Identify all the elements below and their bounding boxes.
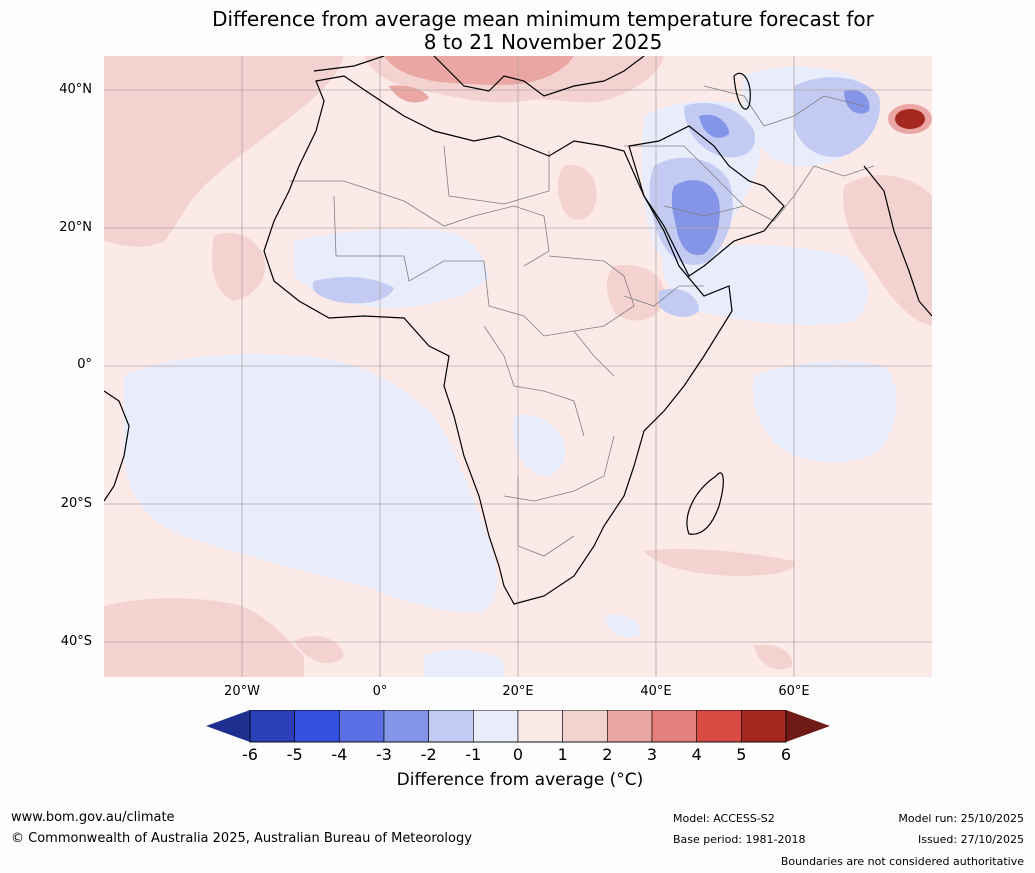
coast-south-america: [104, 390, 130, 502]
colorbar-tick-label: 6: [780, 745, 792, 764]
warm-region-southwest-indian: [644, 549, 795, 576]
warm-region-atlantic-coast: [212, 232, 265, 301]
anomaly-map-svg: [104, 56, 932, 677]
footer-model-run: Model run: 25/10/2025: [898, 812, 1024, 825]
footer-model: Model: ACCESS-S2: [673, 812, 775, 825]
lat-label-20s: 20°S: [60, 496, 92, 511]
colorbar-tick-label: 5: [736, 745, 747, 764]
colorbar-segments: [249, 709, 787, 743]
cool-region-arabian-sea: [662, 244, 868, 326]
colorbar-svg: [206, 709, 830, 743]
lon-label-20e: 20°E: [502, 684, 534, 699]
colorbar-tick-label: 1: [557, 745, 568, 764]
colorbar-tick-label: -6: [242, 745, 258, 764]
warm-region-south-atlantic: [104, 598, 304, 677]
chart-title: Difference from average mean minimum tem…: [0, 8, 1035, 54]
colorbar-segment: [428, 709, 474, 743]
cool-region-south-atlantic: [123, 354, 498, 612]
footer-disclaimer: Boundaries are not considered authoritat…: [780, 855, 1024, 868]
colorbar-tick-label: 3: [646, 745, 658, 764]
colorbar-frame: [249, 709, 787, 743]
anomaly-map: [104, 56, 932, 677]
lat-label-equator: 0°: [77, 357, 92, 372]
colorbar-segment: [294, 709, 340, 743]
cool-light-sahel: [312, 276, 394, 304]
cool-mid-iran: [699, 114, 729, 138]
footer-base-period: Base period: 1981-2018: [673, 833, 806, 846]
hot-spot-core: [895, 109, 925, 129]
colorbar-tick-label: -1: [465, 745, 482, 764]
colorbar-segment: [339, 709, 385, 743]
warm-region-east-african-coast: [606, 265, 665, 321]
strong-warm-mediterranean: [384, 56, 574, 85]
lon-label-40e: 40°E: [640, 684, 672, 699]
colorbar-extend-high: [786, 710, 830, 742]
colorbar-segment: [741, 709, 787, 743]
cool-region-south-tip: [424, 649, 504, 677]
colorbar-segment: [562, 709, 608, 743]
warm-region-south-indian: [754, 644, 793, 670]
colorbar-title: Difference from average (°C): [396, 770, 644, 790]
lon-label-20w: 20°W: [224, 684, 260, 699]
warm-anomaly-regions: [104, 56, 932, 677]
hot-spot-core-group: [895, 109, 925, 129]
cool-mid-regions: [671, 89, 870, 256]
colorbar-tick-label: -2: [420, 745, 437, 764]
cool-region-mozambique: [513, 414, 566, 476]
colorbar-segment: [517, 709, 563, 743]
cool-region-indian-ocean: [752, 360, 897, 463]
coastlines: [104, 56, 932, 605]
cool-light-horn: [659, 288, 699, 318]
colorbar-segment: [249, 709, 295, 743]
colorbar-tick-label: 2: [602, 745, 613, 764]
coast-africa: [263, 75, 733, 605]
lat-label-40n: 40°N: [59, 82, 92, 97]
footer-website: www.bom.gov.au/climate: [11, 810, 175, 825]
colorbar-segment: [383, 709, 429, 743]
lon-label-60e: 60°E: [778, 684, 810, 699]
colorbar-extend-low: [206, 710, 250, 742]
lat-label-40s: 40°S: [60, 634, 92, 649]
colorbar-segment: [607, 709, 653, 743]
title-line-2: 8 to 21 November 2025: [423, 30, 663, 54]
coast-caspian: [733, 72, 751, 110]
lat-label-20n: 20°N: [59, 220, 92, 235]
cool-region-south-indian: [604, 614, 640, 638]
colorbar-tick-label: -3: [376, 745, 392, 764]
lon-label-0: 0°: [372, 684, 388, 699]
warm-region-far-south: [294, 636, 344, 664]
footer-issued: Issued: 27/10/2025: [917, 833, 1024, 846]
colorbar-tick-label: -4: [331, 745, 348, 764]
coast-arabia: [628, 125, 785, 277]
warm-region-north-atlantic: [104, 56, 344, 247]
colorbar-tick-label: -5: [286, 745, 303, 764]
title-line-1: Difference from average mean minimum tem…: [212, 7, 874, 31]
colorbar-tick-label: 4: [691, 745, 702, 764]
warm-region-red-sea: [558, 165, 597, 220]
coast-europe: [313, 56, 645, 97]
colorbar-tick-label: 0: [512, 745, 524, 764]
cool-mid-arabia: [671, 180, 720, 256]
colorbar-segment: [651, 709, 697, 743]
footer-copyright: © Commonwealth of Australia 2025, Austra…: [11, 831, 472, 846]
coast-madagascar: [686, 472, 724, 535]
warm-region-arabian-sea-north: [843, 175, 932, 326]
colorbar: [206, 709, 830, 748]
colorbar-segment: [696, 709, 742, 743]
cool-mid-central-asia: [844, 89, 870, 114]
coast-india: [863, 165, 932, 317]
colorbar-segment: [473, 709, 519, 743]
